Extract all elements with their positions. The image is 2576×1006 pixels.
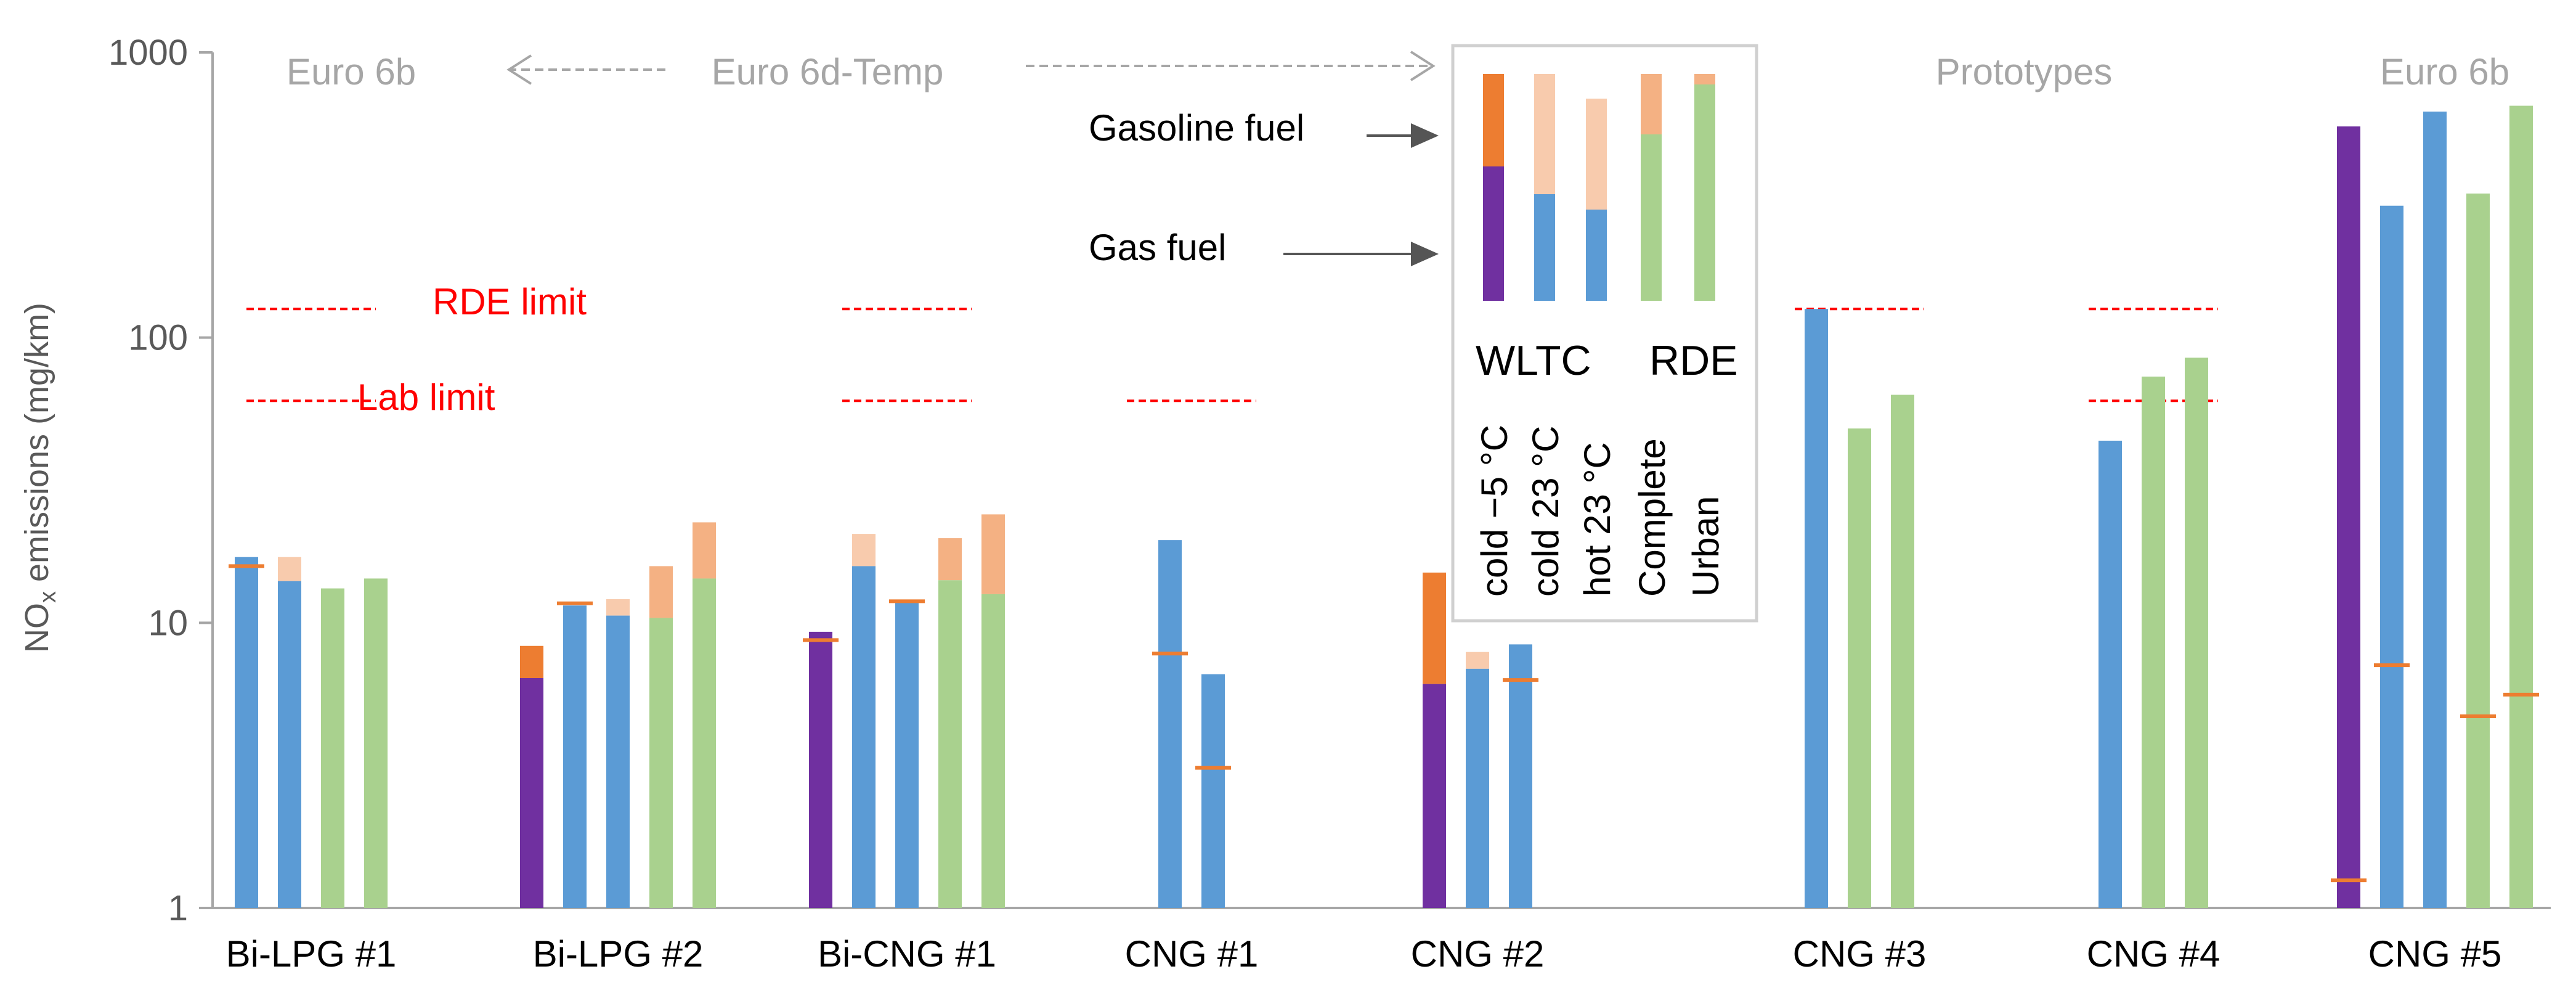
y-gridlines [199, 51, 213, 909]
bar-gas-part [1509, 644, 1532, 908]
bar-gas-part [938, 580, 962, 908]
legend-column-label: cold −5 °C [1474, 425, 1515, 597]
y-tick-label: 100 [128, 318, 188, 358]
y-axis-label-rest: emissions (mg/km) [18, 303, 55, 591]
bar-gas-part [1805, 309, 1828, 909]
legend-bars [1483, 74, 1715, 301]
bar-gas-part [809, 631, 832, 908]
y-axis-label: NOx emissions (mg/km) [18, 303, 61, 653]
lab-limit-label: Lab limit [357, 377, 495, 418]
legend-bar-gas-part [1534, 194, 1555, 301]
legend-bar-gas-part [1641, 134, 1662, 301]
gasoline-fuel-label: Gasoline fuel [1089, 107, 1304, 149]
bar-gas-part [2509, 105, 2533, 909]
bar-gasoline-part [606, 599, 630, 616]
legend-bar-gas-part [1483, 166, 1504, 301]
bar-gas-part [693, 578, 716, 908]
bar-gas-part [606, 615, 630, 908]
bar-gasoline-part [693, 522, 716, 579]
legend-bar-gas-part [1586, 210, 1607, 301]
y-axis-label-main: NO [18, 603, 55, 653]
rde-limit-label: RDE limit [433, 281, 587, 322]
bar-gas-part [235, 557, 258, 908]
category-euro6b-left: Euro 6b [286, 51, 416, 92]
bar-gasoline-part [520, 645, 543, 679]
bar-gas-part [2185, 358, 2208, 908]
legend-column-label: Complete [1631, 438, 1673, 597]
bar-gas-part [895, 602, 919, 908]
bar-gas-part [2337, 126, 2360, 909]
euro6d-left-arrowhead [506, 54, 532, 85]
bar-gasoline-part [1423, 572, 1446, 684]
category-euro6d-temp: Euro 6d-Temp [712, 51, 944, 92]
bar-gas-part [1201, 674, 1225, 908]
x-tick-label: CNG #5 [2368, 933, 2502, 975]
x-tick-label: Bi-LPG #2 [533, 933, 704, 975]
bar-gas-part [1466, 668, 1489, 908]
legend-rde-label: RDE [1649, 337, 1738, 384]
legend-bar-gasoline-part [1586, 99, 1607, 210]
markers [229, 564, 2539, 883]
y-tick-label: 1 [168, 888, 188, 928]
bar-gas-part [981, 594, 1005, 908]
bar-gas-part [1891, 395, 1914, 908]
gas-fuel-label: Gas fuel [1089, 227, 1226, 268]
bar-gas-part [520, 678, 543, 908]
x-tick-label: CNG #3 [1793, 933, 1927, 975]
bar-gas-part [278, 581, 301, 908]
gas-fuel-arrowhead [1411, 242, 1439, 266]
legend-bar-gas-part [1694, 84, 1715, 301]
euro6d-right-arrowhead [1410, 51, 1436, 81]
bar-gas-part [321, 588, 344, 908]
bar-gasoline-part [938, 538, 962, 581]
legend-column-label: cold 23 °C [1525, 426, 1566, 597]
bar-gasoline-part [1466, 652, 1489, 669]
category-labels: Euro 6b Euro 6d-Temp Prototypes Euro 6b [286, 51, 2509, 92]
bar-gas-part [2142, 376, 2165, 908]
bar-gas-part [2423, 112, 2447, 908]
x-tick-label: CNG #2 [1411, 933, 1545, 975]
legend-column-label: hot 23 °C [1577, 442, 1618, 597]
x-tick-labels: Bi-LPG #1 Bi-LPG #2 Bi-CNG #1 CNG #1 CNG #2 C… [226, 933, 2502, 975]
category-prototypes: Prototypes [1936, 51, 2113, 92]
bar-gas-part [1158, 540, 1182, 908]
y-tick-label: 10 [148, 603, 188, 643]
bar-gas-part [2380, 205, 2403, 909]
y-tick-label: 1000 [108, 33, 188, 73]
legend-wltc-label: WLTC [1476, 337, 1591, 384]
gasoline-fuel-arrowhead [1411, 123, 1439, 148]
bars [235, 105, 2533, 909]
bar-gasoline-part [278, 557, 301, 581]
bar-gas-part [2099, 440, 2122, 908]
legend: WLTC RDE cold −5 °C cold 23 °C hot 23 °C Co… [1451, 44, 1758, 623]
legend-bar-gasoline-part [1483, 74, 1504, 166]
x-tick-label: CNG #4 [2087, 933, 2220, 975]
legend-bar-gasoline-part [1534, 74, 1555, 194]
y-tick-labels: 1 10 100 1000 [108, 33, 188, 928]
category-euro6b-right: Euro 6b [2380, 51, 2509, 92]
legend-column-label: Urban [1685, 496, 1726, 597]
legend-column-labels: cold −5 °C cold 23 °C hot 23 °C Complete Urb… [1474, 425, 1726, 597]
bar-gas-part [852, 566, 876, 908]
bar-gas-part [2466, 193, 2490, 908]
bar-gasoline-part [649, 566, 673, 618]
bar-gasoline-part [981, 514, 1005, 594]
bar-gas-part [1423, 684, 1446, 908]
bar-gasoline-part [852, 534, 876, 566]
x-tick-label: CNG #1 [1125, 933, 1259, 975]
x-tick-label: Bi-CNG #1 [818, 933, 996, 975]
x-tick-label: Bi-LPG #1 [226, 933, 397, 975]
legend-bar-gasoline-part [1694, 74, 1715, 84]
bar-gas-part [1848, 428, 1871, 908]
bar-gas-part [364, 578, 388, 908]
legend-bar-gasoline-part [1641, 74, 1662, 134]
bar-gas-part [649, 618, 673, 908]
y-axis-label-subscript: x [35, 591, 61, 603]
bar-gas-part [563, 605, 587, 908]
